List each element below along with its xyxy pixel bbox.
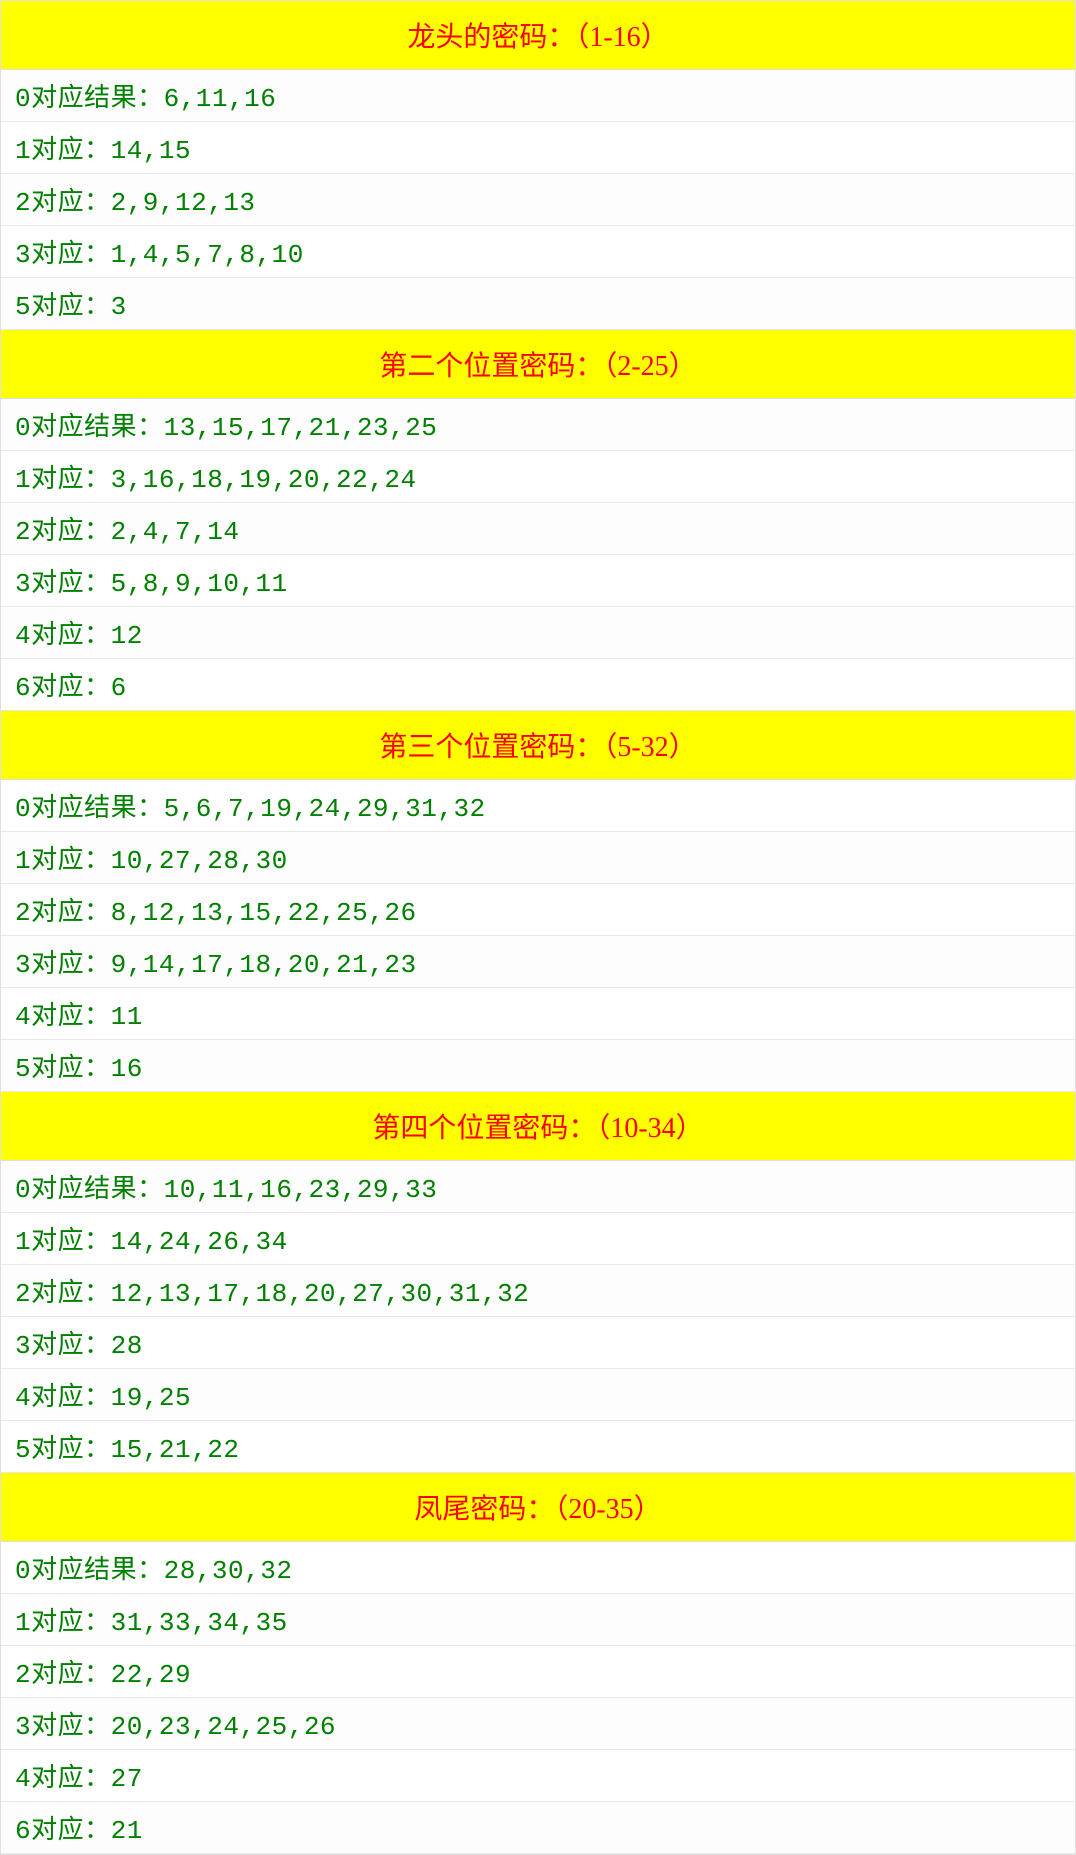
section-header: 凤尾密码：（20-35） [1,1473,1075,1542]
data-row: 1对应：14,15 [1,122,1075,174]
data-row: 4对应：27 [1,1750,1075,1802]
data-row: 5对应：16 [1,1040,1075,1092]
data-row: 0对应结果：6,11,16 [1,70,1075,122]
section-header: 第四个位置密码：（10-34） [1,1092,1075,1161]
data-row: 5对应：3 [1,278,1075,330]
data-row: 1对应：3,16,18,19,20,22,24 [1,451,1075,503]
data-row: 4对应：11 [1,988,1075,1040]
data-row: 2对应：2,9,12,13 [1,174,1075,226]
data-row: 0对应结果：10,11,16,23,29,33 [1,1161,1075,1213]
data-row: 1对应：14,24,26,34 [1,1213,1075,1265]
data-row: 1对应：10,27,28,30 [1,832,1075,884]
data-row: 2对应：8,12,13,15,22,25,26 [1,884,1075,936]
data-row: 1对应：31,33,34,35 [1,1594,1075,1646]
code-table-container: 龙头的密码：（1-16）0对应结果：6,11,161对应：14,152对应：2,… [0,0,1076,1855]
data-row: 0对应结果：13,15,17,21,23,25 [1,399,1075,451]
data-row: 2对应：12,13,17,18,20,27,30,31,32 [1,1265,1075,1317]
data-row: 4对应：12 [1,607,1075,659]
data-row: 3对应：1,4,5,7,8,10 [1,226,1075,278]
data-row: 6对应：21 [1,1802,1075,1854]
data-row: 0对应结果：5,6,7,19,24,29,31,32 [1,780,1075,832]
section-header: 第二个位置密码：（2-25） [1,330,1075,399]
data-row: 3对应：20,23,24,25,26 [1,1698,1075,1750]
data-row: 3对应：5,8,9,10,11 [1,555,1075,607]
section-header: 龙头的密码：（1-16） [1,1,1075,70]
data-row: 3对应：28 [1,1317,1075,1369]
data-row: 3对应：9,14,17,18,20,21,23 [1,936,1075,988]
data-row: 0对应结果：28,30,32 [1,1542,1075,1594]
data-row: 2对应：22,29 [1,1646,1075,1698]
data-row: 2对应：2,4,7,14 [1,503,1075,555]
data-row: 5对应：15,21,22 [1,1421,1075,1473]
data-row: 6对应：6 [1,659,1075,711]
section-header: 第三个位置密码：（5-32） [1,711,1075,780]
data-row: 4对应：19,25 [1,1369,1075,1421]
